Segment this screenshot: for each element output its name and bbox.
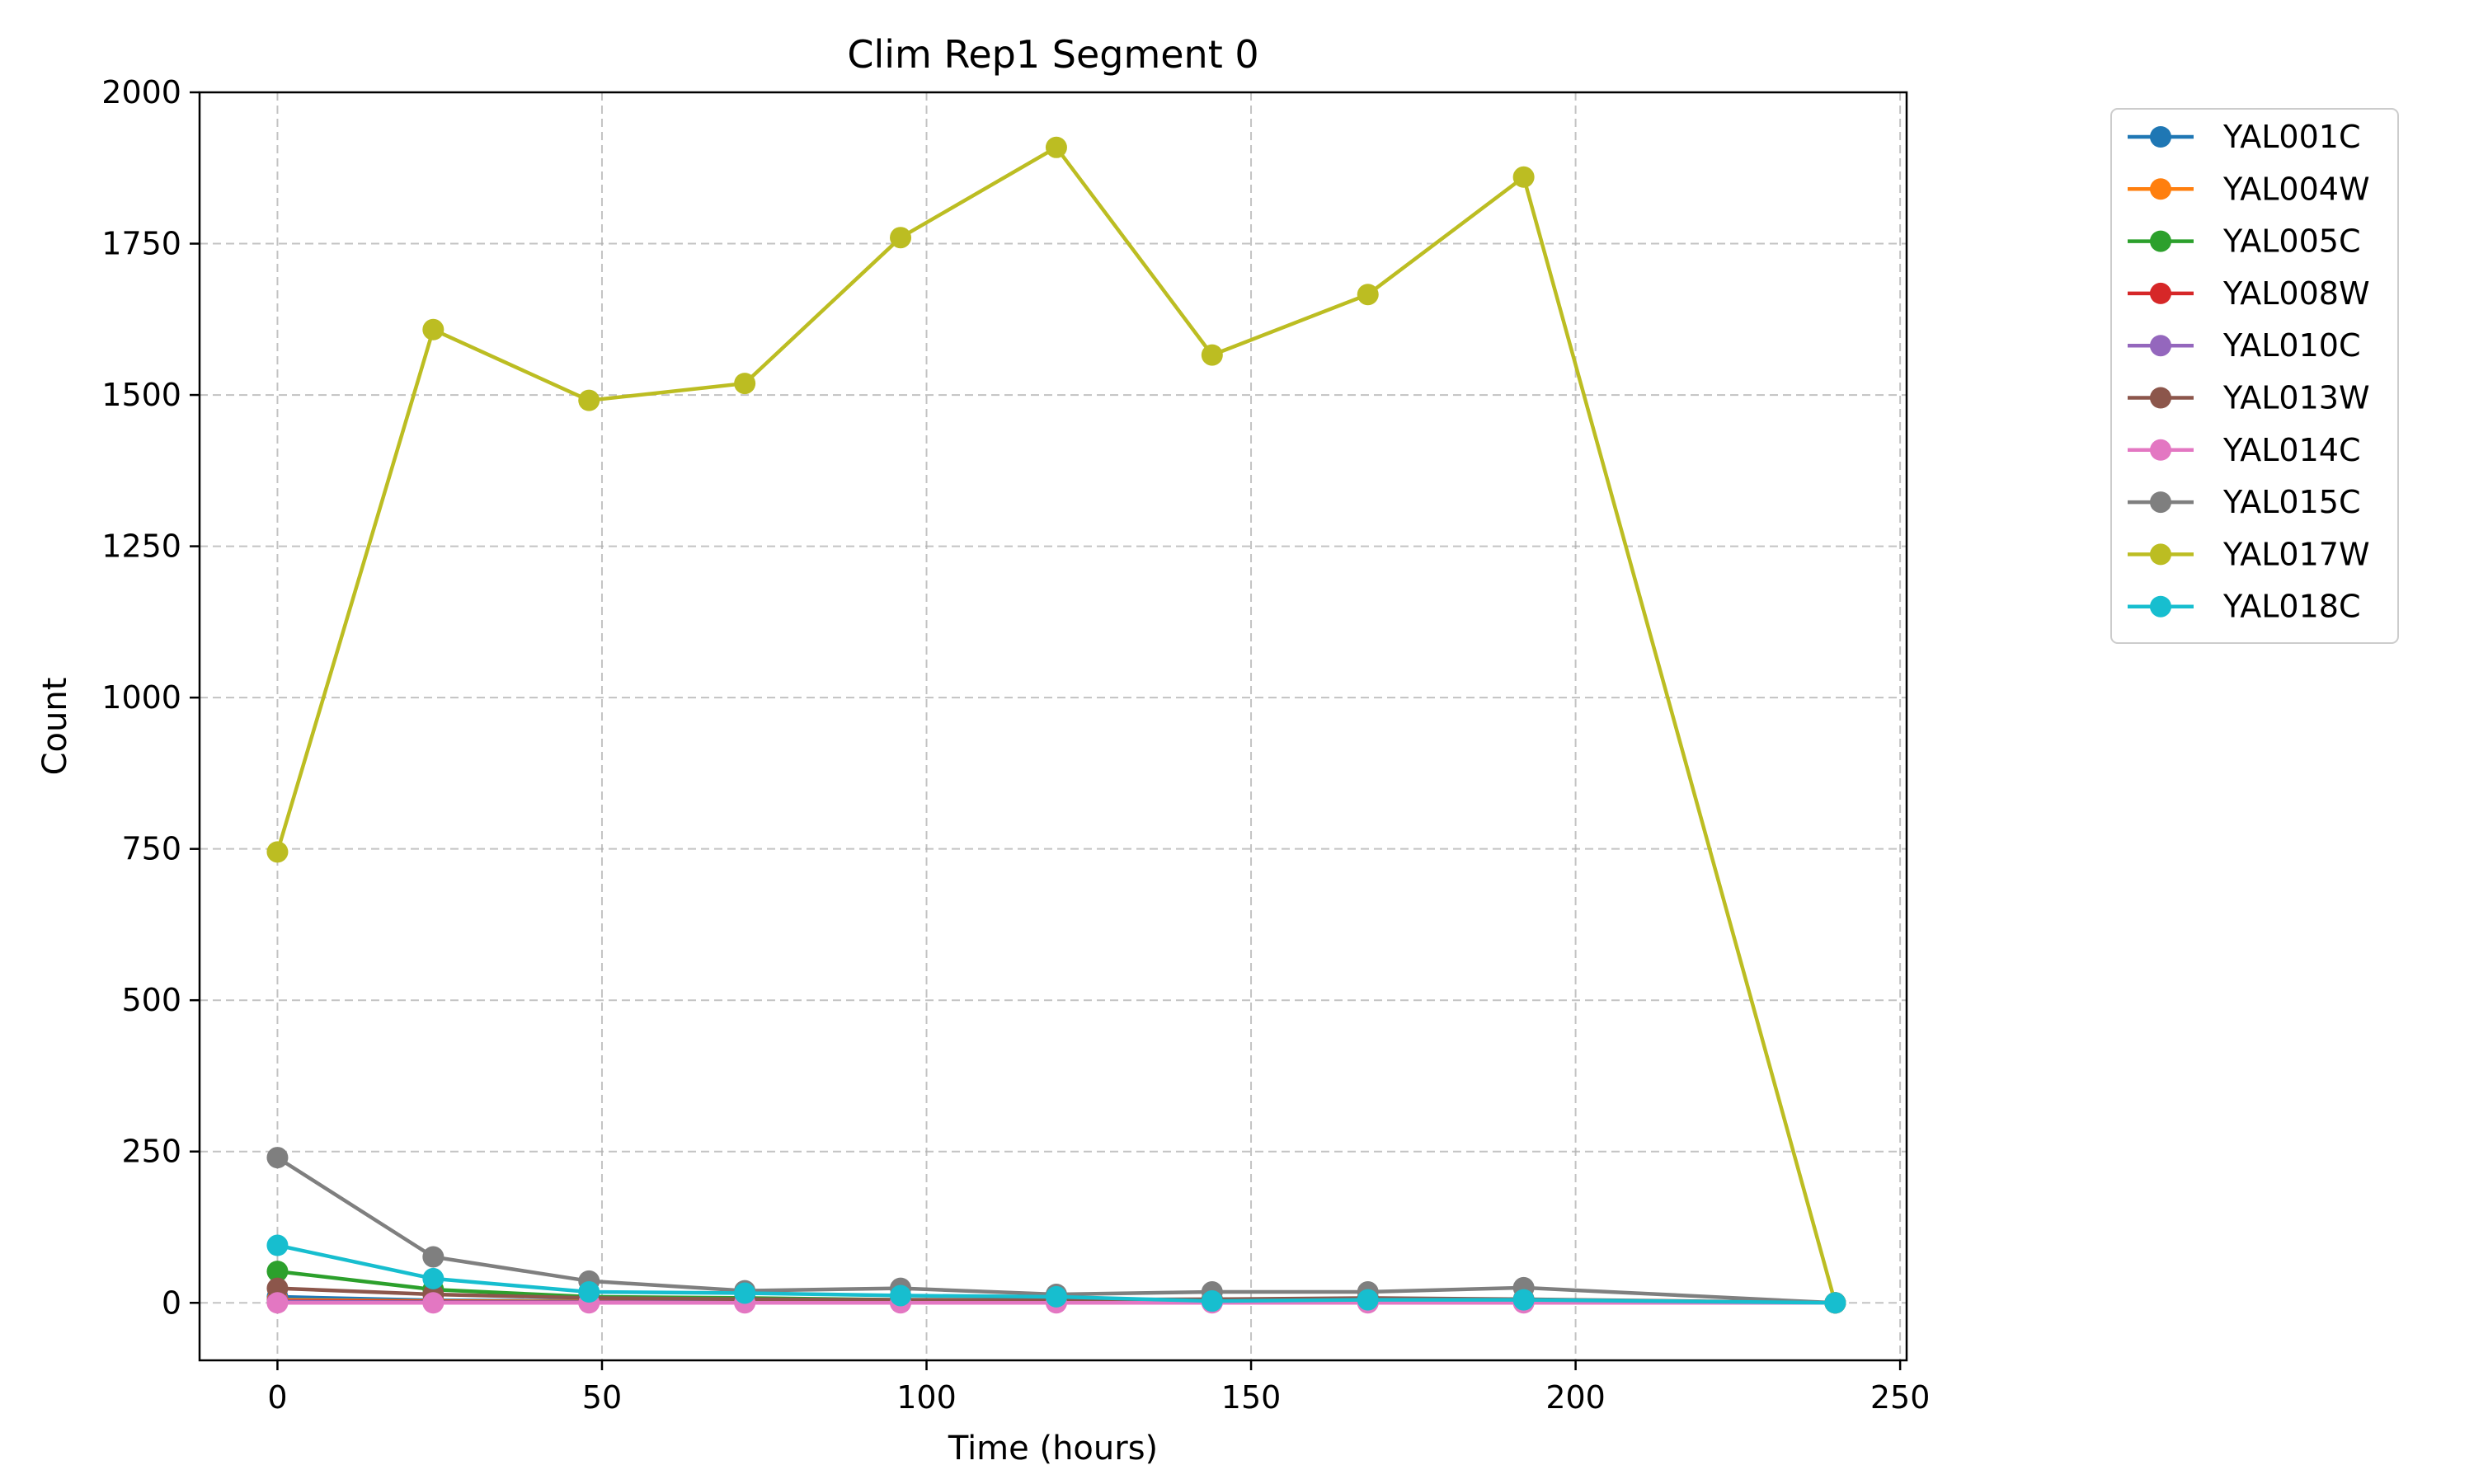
legend-label: YAL014C [2222, 432, 2361, 468]
x-tick-label: 50 [582, 1379, 622, 1416]
data-point [1512, 166, 1535, 188]
data-point [890, 1284, 912, 1307]
y-tick-label: 500 [121, 982, 181, 1018]
legend-item: YAL005C [2128, 223, 2361, 260]
legend-swatch-marker [2150, 543, 2171, 566]
data-point [1512, 1289, 1535, 1311]
x-axis-label: Time (hours) [948, 1430, 1158, 1468]
legend-item: YAL013W [2128, 380, 2370, 416]
data-point [1201, 344, 1223, 366]
legend-swatch-marker [2150, 126, 2171, 148]
data-point [1357, 1289, 1379, 1311]
x-tick-label: 250 [1870, 1379, 1931, 1416]
y-tick-label: 1750 [101, 226, 181, 262]
data-point [266, 1261, 289, 1283]
data-point [578, 1281, 600, 1303]
y-tick-label: 0 [162, 1284, 181, 1321]
data-point [422, 1246, 444, 1268]
legend-label: YAL005C [2222, 223, 2361, 260]
data-point [578, 389, 600, 411]
data-point [890, 227, 912, 249]
legend-swatch-marker [2150, 387, 2171, 409]
legend-item: YAL017W [2128, 536, 2370, 572]
y-tick-label: 750 [121, 831, 181, 867]
data-point [1045, 136, 1067, 158]
grid [200, 92, 1907, 1360]
legend-item: YAL004W [2128, 171, 2370, 207]
legend-item: YAL008W [2128, 275, 2370, 312]
legend-swatch-marker [2150, 282, 2171, 304]
data-point [266, 1234, 289, 1256]
y-tick-label: 1500 [101, 377, 181, 413]
x-axis-ticks: 0 50 100 150 200 250 [267, 1360, 1930, 1416]
legend-swatch-marker [2150, 178, 2171, 200]
data-point [1357, 284, 1379, 306]
legend-label: YAL013W [2222, 380, 2370, 416]
data-point [1824, 1292, 1846, 1314]
legend-swatch-marker [2150, 491, 2171, 514]
data-point [1045, 1285, 1067, 1308]
x-tick-label: 100 [896, 1379, 957, 1416]
series-line [275, 145, 1837, 1303]
legend-label: YAL018C [2222, 589, 2361, 625]
data-point [734, 373, 756, 395]
legend-item: YAL001C [2128, 119, 2361, 155]
series-YAL018C [266, 1234, 1846, 1314]
x-tick-label: 200 [1545, 1379, 1606, 1416]
data-point [1201, 1290, 1223, 1313]
data-point [422, 1292, 444, 1314]
data-point [266, 1292, 289, 1314]
series-line [276, 1243, 1836, 1305]
legend-label: YAL017W [2222, 536, 2370, 572]
legend-item: YAL015C [2128, 484, 2361, 520]
data-point [266, 1147, 289, 1169]
legend-label: YAL008W [2222, 275, 2370, 312]
legend-label: YAL010C [2222, 327, 2361, 364]
y-tick-label: 2000 [101, 74, 181, 110]
legend-swatch-marker [2150, 439, 2171, 461]
legend-item: YAL010C [2128, 327, 2361, 364]
data-point [266, 841, 289, 863]
plot-area-frame [198, 91, 1908, 1362]
chart-title: Clim Rep1 Segment 0 [847, 32, 1258, 77]
y-tick-label: 1250 [101, 528, 181, 565]
data-point [734, 1282, 756, 1304]
legend: YAL001C YAL004W YAL005C YAL008W YAL010C YAL01… [2110, 108, 2399, 644]
y-axis-label: Count [36, 678, 74, 776]
legend-swatch-marker [2150, 230, 2171, 252]
legend-label: YAL001C [2222, 119, 2361, 155]
legend-swatch-marker [2150, 335, 2171, 357]
series-line [276, 1156, 1836, 1305]
y-tick-label: 250 [121, 1134, 181, 1170]
legend-swatch-marker [2150, 595, 2171, 618]
legend-item: YAL014C [2128, 432, 2361, 468]
y-axis-ticks: 0 250 500 750 1000 1250 1500 1750 2000 [101, 74, 200, 1321]
data-point [422, 318, 444, 340]
legend-label: YAL015C [2222, 484, 2361, 520]
data-point [422, 1267, 444, 1289]
legend-item: YAL018C [2128, 589, 2361, 625]
x-tick-label: 150 [1221, 1379, 1282, 1416]
x-tick-label: 0 [267, 1379, 287, 1416]
series-layer [266, 136, 1846, 1314]
series-YAL017W [266, 136, 1846, 1314]
legend-label: YAL004W [2222, 171, 2370, 207]
y-tick-label: 1000 [101, 679, 181, 716]
